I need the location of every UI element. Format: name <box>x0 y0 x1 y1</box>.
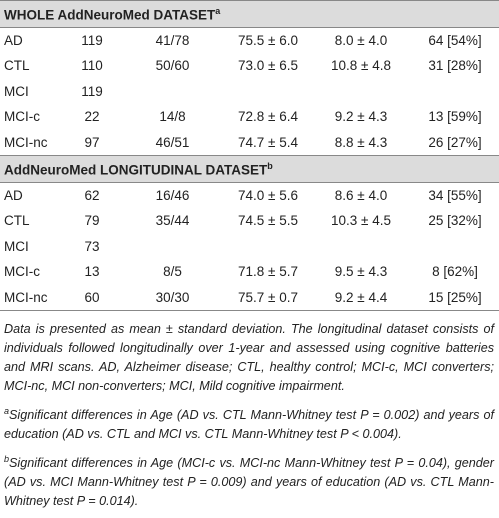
table-cell: CTL <box>4 58 30 74</box>
table-row: MCI-nc 97 46/51 74.7 ± 5.4 8.8 ± 4.3 26 [27%] <box>0 130 499 156</box>
table-cell: 35/44 <box>155 213 190 229</box>
table-cell <box>311 234 411 260</box>
table-cell <box>225 234 311 260</box>
section-header: AddNeuroMed LONGITUDINAL DATASETb <box>0 155 499 183</box>
table-cell: 72.8 ± 6.4 <box>238 109 298 125</box>
table-cell: MCI-c <box>4 264 40 280</box>
section-sup: a <box>215 5 221 16</box>
section-title: WHOLE AddNeuroMed DATASETa <box>0 0 499 28</box>
table-cell: 62 <box>84 187 100 203</box>
table-cell: 50/60 <box>155 58 190 74</box>
table-cell: 74.5 ± 5.5 <box>238 213 298 229</box>
table-row: MCI 73 <box>0 234 499 260</box>
table-row: MCI-nc 60 30/30 75.7 ± 0.7 9.2 ± 4.4 15 [25%] <box>0 284 499 311</box>
table-cell: 71.8 ± 5.7 <box>238 264 298 280</box>
footnote: bSignificant differences in Age (MCI-c v… <box>4 450 494 511</box>
table-cell: 75.5 ± 6.0 <box>238 32 298 48</box>
table-cell: 8.8 ± 4.3 <box>334 134 388 150</box>
table-cell: 60 <box>64 284 120 311</box>
table-cell <box>120 234 225 260</box>
table-cell: 64 [54%] <box>428 32 482 48</box>
table-cell: CTL <box>4 213 30 229</box>
table-cell: 8.0 ± 4.0 <box>334 32 388 48</box>
table-cell: 8.6 ± 4.0 <box>334 187 388 203</box>
notes: Data is presented as mean ± standard dev… <box>4 320 494 517</box>
table-cell: 10.3 ± 4.5 <box>331 213 391 229</box>
table-cell: 110 <box>81 58 103 74</box>
table-cell: 30/30 <box>120 284 225 311</box>
table-cell: 74.0 ± 5.6 <box>238 187 298 203</box>
table-cell: 13 [59%] <box>428 109 482 125</box>
table-cell: AD <box>4 32 23 48</box>
table-cell: 13 <box>84 264 100 280</box>
table-cell: 41/78 <box>155 32 190 48</box>
section-title: AddNeuroMed LONGITUDINAL DATASETb <box>0 155 499 183</box>
table-cell: 25 [32%] <box>428 213 482 229</box>
note: Data is presented as mean ± standard dev… <box>4 322 494 393</box>
table-cell: 9.2 ± 4.3 <box>334 109 388 125</box>
table-row: MCI 119 <box>0 79 499 105</box>
footnote-text: Significant differences in Age (AD vs. C… <box>4 408 494 442</box>
table-cell: 73 <box>84 238 100 254</box>
table-cell: 22 <box>84 109 100 125</box>
footnote: aSignificant differences in Age (AD vs. … <box>4 402 494 444</box>
table-cell: 15 [25%] <box>411 284 499 311</box>
table-cell: MCI-nc <box>4 134 48 150</box>
table-cell: 75.7 ± 0.7 <box>225 284 311 311</box>
table-cell: 26 [27%] <box>428 134 482 150</box>
table-cell <box>120 79 225 105</box>
table-cell: 14/8 <box>159 109 186 125</box>
table-cell: MCI-c <box>4 109 40 125</box>
table-cell: 8 [62%] <box>432 264 478 280</box>
table-cell <box>225 79 311 105</box>
table-cell: AD <box>4 187 23 203</box>
table-row: CTL 110 50/60 73.0 ± 6.5 10.8 ± 4.8 31 [28%] <box>0 53 499 79</box>
section-title-text: AddNeuroMed LONGITUDINAL DATASET <box>4 162 268 177</box>
table-cell: 97 <box>84 134 100 150</box>
footnote-mark: a <box>4 406 10 416</box>
table-row: MCI-c 13 8/5 71.8 ± 5.7 9.5 ± 4.3 8 [62%] <box>0 259 499 285</box>
table-cell: 31 [28%] <box>428 58 482 74</box>
table-cell: 74.7 ± 5.4 <box>238 134 298 150</box>
table-cell: 8/5 <box>163 264 182 280</box>
table-row: AD 119 41/78 75.5 ± 6.0 8.0 ± 4.0 64 [54%] <box>0 27 499 53</box>
footnote-mark: b <box>4 454 10 465</box>
footnote-text: Significant differences in Age (MCI-c vs… <box>4 456 494 509</box>
data-table: WHOLE AddNeuroMed DATASETa AD 119 41/78 75.5… <box>0 0 499 311</box>
table-cell: 10.8 ± 4.8 <box>331 58 391 74</box>
table-cell: 119 <box>81 83 103 99</box>
table-cell: 9.5 ± 4.3 <box>334 264 388 280</box>
table-cell: 119 <box>81 32 103 48</box>
table-cell <box>411 234 499 260</box>
table-cell: 16/46 <box>155 187 190 203</box>
table-cell: 34 [55%] <box>428 187 482 203</box>
table-cell: 73.0 ± 6.5 <box>238 58 298 74</box>
section-title-text: WHOLE AddNeuroMed DATASET <box>4 7 216 22</box>
table-row: MCI-c 22 14/8 72.8 ± 6.4 9.2 ± 4.3 13 [59%] <box>0 104 499 130</box>
table-cell: MCI-nc <box>0 284 64 311</box>
table-cell: 9.2 ± 4.4 <box>311 284 411 311</box>
table-row: CTL 79 35/44 74.5 ± 5.5 10.3 ± 4.5 25 [32%] <box>0 208 499 234</box>
table-cell: 79 <box>84 213 100 229</box>
table-row: AD 62 16/46 74.0 ± 5.6 8.6 ± 4.0 34 [55%] <box>0 182 499 208</box>
table-cell: MCI <box>4 83 29 99</box>
section-header: WHOLE AddNeuroMed DATASETa <box>0 0 499 28</box>
section-sup: b <box>267 160 273 171</box>
table-cell: 46/51 <box>155 134 190 150</box>
table-cell <box>311 79 411 105</box>
table-cell: MCI <box>4 238 29 254</box>
table-cell <box>411 79 499 105</box>
